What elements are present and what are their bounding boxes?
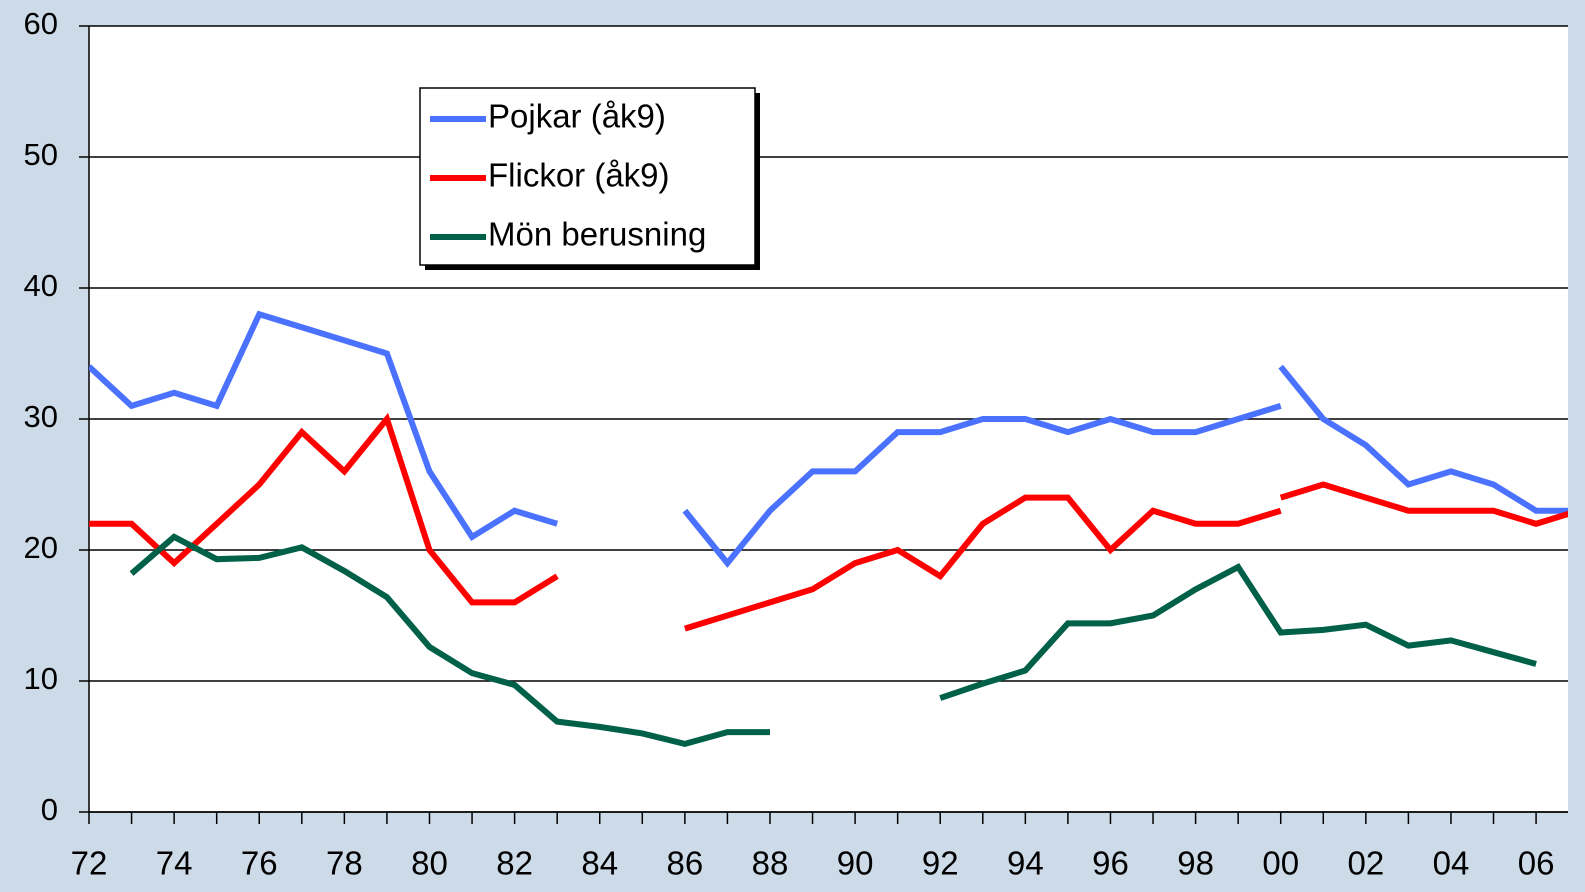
legend-label: Mön berusning: [488, 216, 706, 253]
legend-label: Flickor (åk9): [488, 157, 670, 194]
x-tick-label: 04: [1433, 845, 1470, 882]
x-tick-label: 94: [1007, 845, 1044, 882]
y-tick-label: 20: [24, 530, 58, 565]
y-tick-label: 10: [24, 661, 58, 696]
x-tick-label: 92: [922, 845, 959, 882]
x-tick-label: 98: [1177, 845, 1214, 882]
x-tick-label: 86: [666, 845, 703, 882]
x-tick-label: 96: [1092, 845, 1129, 882]
y-tick-label: 30: [24, 399, 58, 434]
y-tick-label: 40: [24, 268, 58, 303]
x-tick-label: 78: [326, 845, 363, 882]
x-tick-label: 74: [156, 845, 193, 882]
x-tick-label: 02: [1347, 845, 1384, 882]
x-tick-label: 80: [411, 845, 448, 882]
lines: [89, 310, 1568, 747]
series-line: [89, 412, 1568, 632]
y-tick-label: 0: [41, 792, 58, 827]
legend: Pojkar (åk9) Flickor (åk9) Mön berusning: [419, 87, 760, 270]
series-line: [89, 310, 1568, 568]
x-tick-label: 82: [496, 845, 533, 882]
y-tick-label: 60: [24, 6, 58, 41]
x-tick-label: 00: [1262, 845, 1299, 882]
x-tick-label: 90: [837, 845, 874, 882]
x-tick-label: 76: [241, 845, 278, 882]
x-tick-label: 88: [752, 845, 789, 882]
x-tick-label: 84: [581, 845, 618, 882]
x-tick-label: 06: [1518, 845, 1555, 882]
series-line: [129, 533, 1537, 747]
y-tick-label: 50: [24, 137, 58, 172]
legend-label: Pojkar (åk9): [488, 98, 666, 135]
x-tick-label: 72: [71, 845, 108, 882]
